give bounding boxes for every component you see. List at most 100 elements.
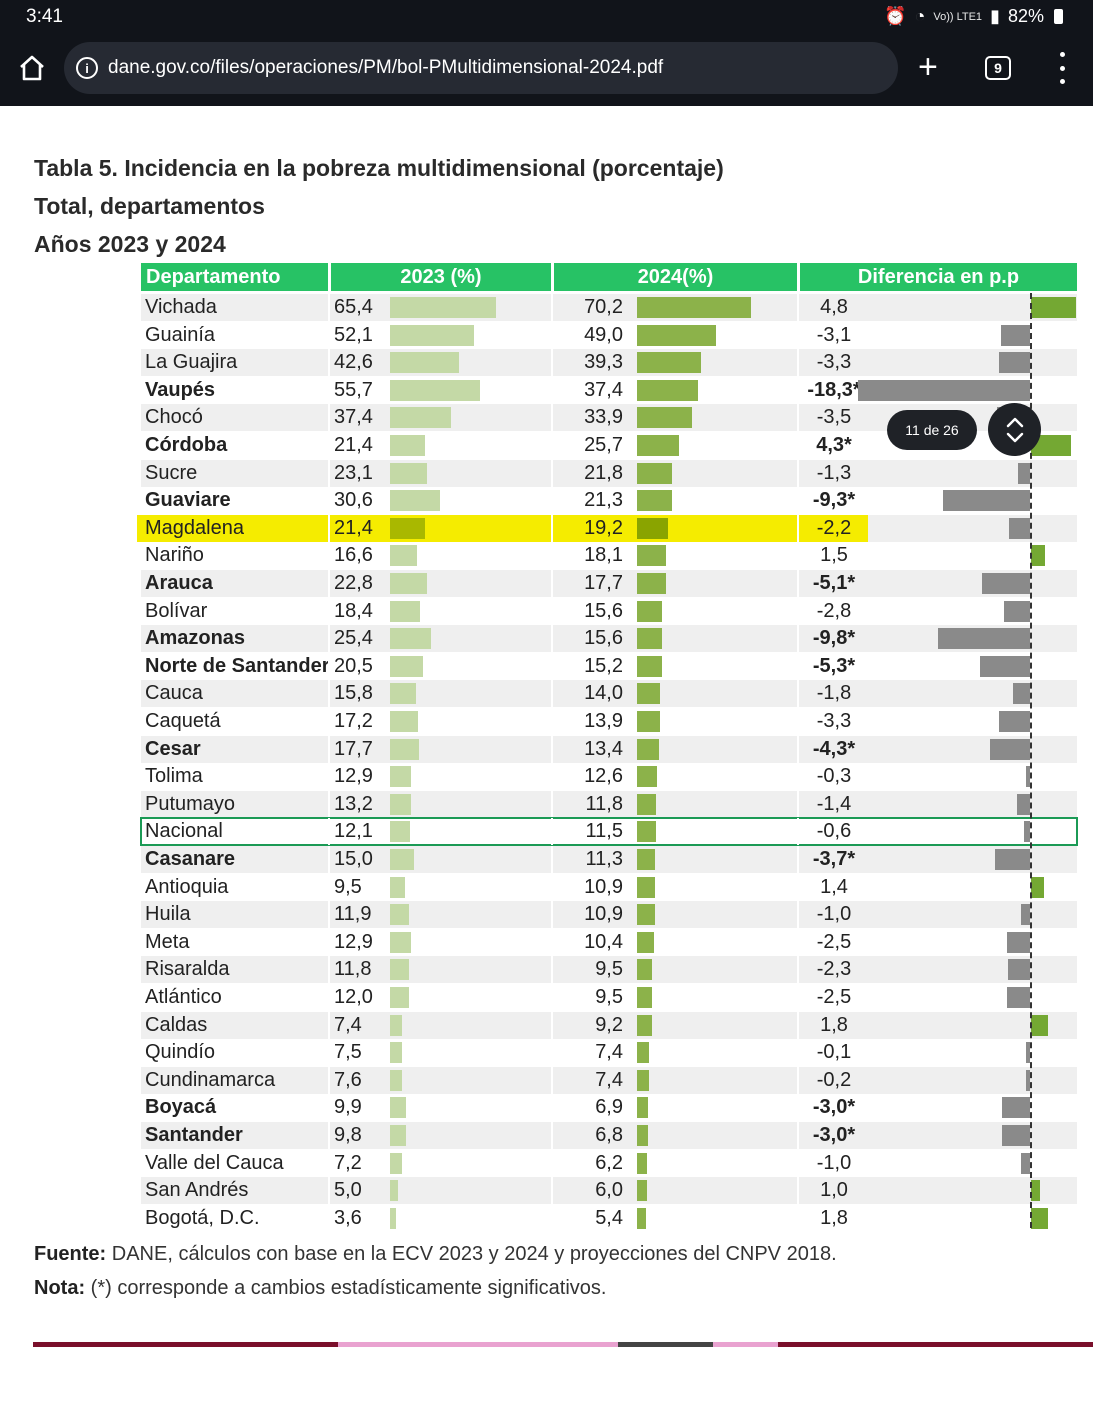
- column-separator: [797, 1094, 799, 1122]
- difference-pp: -2,2: [816, 516, 852, 539]
- value-2024: 15,2: [584, 654, 623, 677]
- browser-chrome: 3:41 ⏰ ◔ Vo)) LTE1 ▮ 82% i dane.gov.co/f…: [0, 0, 1093, 106]
- difference-pp: -3,0*: [812, 1096, 856, 1119]
- more-menu-icon[interactable]: [1052, 52, 1072, 84]
- diff-bar-negative: [1013, 683, 1030, 705]
- bar-2024: [637, 600, 663, 622]
- bar-2023: [390, 876, 406, 898]
- table-row: Casanare 15,0 11,3 -3,7*: [141, 846, 1077, 873]
- department-name: Putumayo: [145, 792, 236, 815]
- column-separator: [551, 708, 553, 735]
- value-2023: 13,2: [334, 792, 373, 815]
- department-name: Quindío: [145, 1041, 216, 1064]
- column-separator: [551, 459, 553, 487]
- column-separator: [551, 928, 553, 956]
- column-separator: [551, 873, 553, 901]
- column-separator: [551, 597, 553, 625]
- department-name: Huila: [145, 903, 191, 926]
- bar-2024: [637, 297, 751, 318]
- diff-bar-negative: [1020, 1152, 1030, 1174]
- column-separator: [551, 818, 553, 846]
- department-name: Vaupés: [145, 378, 216, 401]
- diff-bar-negative: [1001, 1097, 1030, 1119]
- diff-bar-negative: [1001, 1125, 1030, 1146]
- value-2023: 30,6: [334, 489, 373, 512]
- difference-pp: 1,8: [820, 1206, 848, 1229]
- bar-2024: [637, 407, 692, 429]
- diff-bar-negative: [1017, 462, 1030, 484]
- bar-2023: [390, 849, 415, 870]
- difference-pp: -2,5: [816, 986, 852, 1008]
- value-2024: 6,0: [595, 1179, 623, 1202]
- bar-2023: [390, 407, 451, 429]
- address-bar[interactable]: i dane.gov.co/files/operaciones/PM/bol-P…: [64, 42, 898, 94]
- difference-pp: -0,2: [816, 1068, 852, 1091]
- bar-2023: [390, 959, 410, 981]
- bar-2023: [390, 297, 496, 318]
- department-name: Córdoba: [145, 434, 228, 456]
- column-separator: [328, 487, 330, 515]
- column-separator: [551, 487, 553, 515]
- table-row: Huila 11,9 10,9 -1,0: [141, 901, 1077, 929]
- department-name: Boyacá: [145, 1096, 217, 1119]
- column-separator: [551, 1094, 553, 1122]
- difference-pp: -3,5: [816, 406, 852, 429]
- column-separator: [328, 818, 330, 846]
- table-row: Risaralda 11,8 9,5 -2,3: [141, 956, 1077, 984]
- status-indicators: ⏰ ◔ Vo)) LTE1 ▮ 82%: [884, 6, 1063, 27]
- column-separator: [328, 404, 330, 432]
- department-name: Arauca: [145, 572, 213, 594]
- home-icon[interactable]: [18, 54, 46, 82]
- bar-2024: [637, 683, 660, 705]
- column-separator: [551, 846, 553, 873]
- column-separator: [328, 432, 330, 459]
- column-separator: [551, 652, 553, 680]
- site-info-icon[interactable]: i: [76, 57, 98, 79]
- table-row: Cauca 15,8 14,0 -1,8: [141, 680, 1077, 708]
- bar-2023: [390, 490, 440, 512]
- department-name: Norte de Santander: [145, 654, 330, 677]
- column-separator: [797, 928, 799, 956]
- column-separator: [328, 1094, 330, 1122]
- column-separator: [328, 1039, 330, 1067]
- diff-bar-negative: [995, 849, 1030, 870]
- bar-2024: [637, 1207, 646, 1229]
- bar-2023: [390, 766, 411, 788]
- url-text[interactable]: dane.gov.co/files/operaciones/PM/bol-PMu…: [108, 57, 664, 78]
- new-tab-icon[interactable]: +: [918, 48, 938, 86]
- diff-bar-positive: [1031, 1014, 1048, 1036]
- table-row: Nacional 12,1 11,5 -0,6: [140, 817, 1078, 847]
- diff-bar-negative: [998, 711, 1030, 732]
- department-name: Caldas: [145, 1013, 208, 1036]
- column-separator: [328, 652, 330, 680]
- bar-2023: [390, 1180, 399, 1202]
- value-2023: 12,9: [334, 765, 373, 788]
- difference-pp: -9,3*: [812, 489, 856, 512]
- column-separator: [797, 652, 799, 680]
- page-scroll-button[interactable]: [988, 403, 1041, 456]
- column-separator: [328, 294, 330, 321]
- value-2024: 11,5: [585, 820, 623, 843]
- value-2023: 7,6: [334, 1068, 362, 1091]
- tab-switcher-button[interactable]: 9: [985, 56, 1011, 80]
- difference-pp: -3,1: [816, 323, 852, 346]
- bar-2024: [637, 628, 663, 650]
- column-separator: [551, 984, 553, 1011]
- value-2023: 12,0: [334, 986, 373, 1008]
- bar-2023: [390, 379, 481, 401]
- difference-pp: -1,0: [816, 903, 852, 926]
- bar-2023: [390, 545, 417, 567]
- column-separator: [797, 487, 799, 515]
- diff-bar-negative: [1024, 821, 1030, 843]
- department-name: Antioquia: [145, 875, 229, 898]
- department-name: Caquetá: [145, 710, 221, 732]
- value-2023: 52,1: [334, 323, 373, 346]
- diff-bar-positive: [1031, 1207, 1048, 1229]
- difference-pp: 1,4: [820, 875, 848, 898]
- value-2023: 25,4: [334, 627, 373, 650]
- column-separator: [797, 321, 799, 349]
- bar-2023: [390, 1042, 403, 1064]
- column-separator: [797, 818, 799, 846]
- value-2024: 25,7: [584, 434, 623, 456]
- value-2023: 55,7: [334, 378, 373, 401]
